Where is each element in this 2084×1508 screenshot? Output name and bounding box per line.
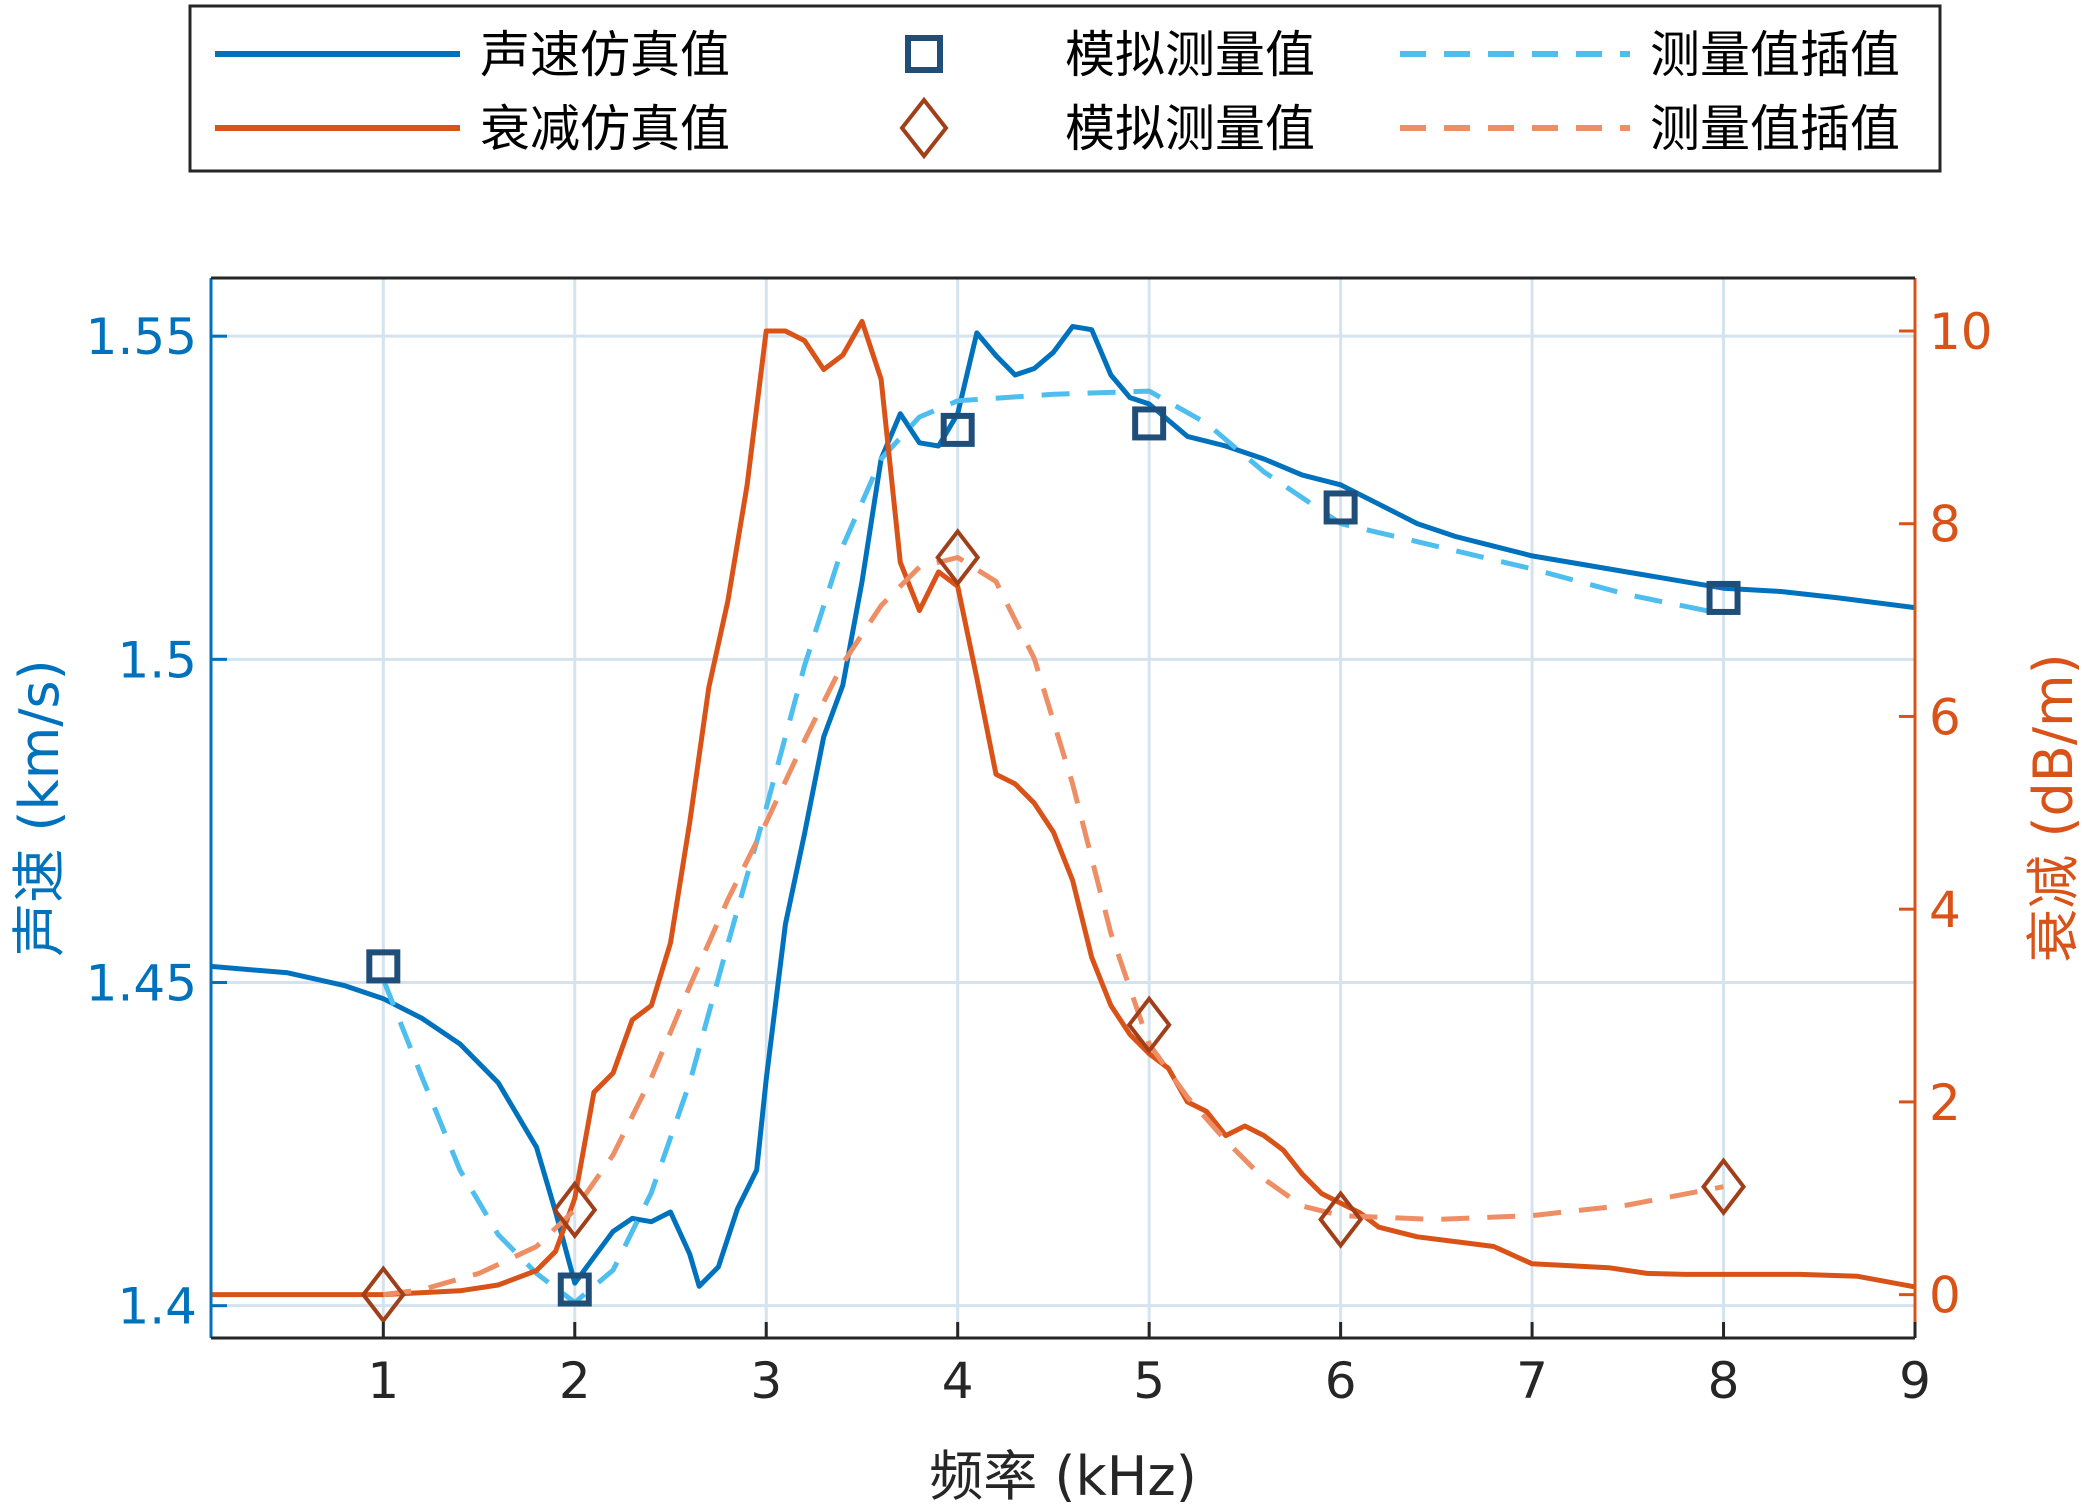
right-y-axis-title: 衰减 (dB/m) <box>2022 653 2084 962</box>
x-axis-title: 频率 (kHz) <box>929 1445 1197 1508</box>
square-marker <box>1323 490 1358 525</box>
x-tick-label: 2 <box>559 1352 591 1410</box>
legend-square-swatch <box>905 35 943 73</box>
square-marker <box>557 1272 592 1307</box>
x-tick-label: 1 <box>367 1352 399 1410</box>
legend-label: 模拟测量值 <box>1065 100 1315 158</box>
diamond-marker <box>1701 1157 1747 1216</box>
legend-label: 测量值插值 <box>1650 26 1900 84</box>
legend-item: 测量值插值 <box>1400 100 1900 158</box>
x-tick-label: 8 <box>1708 1352 1740 1410</box>
x-tick-label: 4 <box>942 1352 974 1410</box>
legend-box <box>188 4 1942 173</box>
legend-item: 衰减仿真值 <box>215 100 730 158</box>
series-speed-sim <box>210 324 1916 1289</box>
right-y-tick-label: 4 <box>1929 881 1961 939</box>
series-atten-interp <box>382 555 1724 1298</box>
right-y-tick-label: 8 <box>1929 496 1961 554</box>
right-y-tick-label: 2 <box>1929 1074 1961 1132</box>
right-y-tick-label: 10 <box>1929 303 1993 361</box>
tick-labels: 1 2 3 4 5 6 7 8 9 1.4 1.45 1.5 1.55 0 2 4 6 8 10 <box>86 303 1993 1410</box>
axes <box>209 276 1917 1340</box>
x-tick-label: 7 <box>1516 1352 1548 1410</box>
diamond-marker <box>360 1265 406 1324</box>
legend-item: 声速仿真值 <box>215 26 730 84</box>
right-y-tick-label: 0 <box>1929 1267 1961 1325</box>
square-marker <box>1706 580 1741 615</box>
legend-item: 模拟测量值 <box>905 26 1315 84</box>
diamond-marker <box>1126 995 1172 1055</box>
left-y-axis-title: 声速 (km/s) <box>8 659 71 957</box>
square-marker <box>1132 406 1167 441</box>
legend-item: 模拟测量值 <box>899 96 1315 160</box>
x-tick-label: 9 <box>1899 1352 1931 1410</box>
diamond-marker <box>1318 1190 1364 1249</box>
square-marker <box>940 412 975 447</box>
legend-label: 测量值插值 <box>1650 100 1900 158</box>
legend-item: 测量值插值 <box>1400 26 1900 84</box>
legend-label: 模拟测量值 <box>1065 26 1315 84</box>
x-tick-label: 5 <box>1133 1352 1165 1410</box>
plot-area: 1 2 3 4 5 6 7 8 9 1.4 1.45 1.5 1.55 0 2 4 6 8 10 <box>86 276 1993 1410</box>
left-y-tick-label: 1.45 <box>86 955 197 1013</box>
left-y-tick-label: 1.4 <box>117 1278 197 1336</box>
legend-diamond-swatch <box>899 96 949 160</box>
diamond-marker <box>935 528 981 587</box>
plot-background <box>211 278 1915 1338</box>
x-tick-label: 3 <box>750 1352 782 1410</box>
square-marker <box>366 949 401 984</box>
left-y-tick-label: 1.55 <box>86 308 197 366</box>
x-tick-label: 6 <box>1325 1352 1357 1410</box>
series-atten-sim <box>211 318 1916 1298</box>
legend-label: 声速仿真值 <box>480 26 730 84</box>
right-y-tick-label: 6 <box>1929 688 1961 746</box>
marker-layer <box>360 406 1747 1324</box>
left-y-tick-label: 1.5 <box>117 631 197 689</box>
diamond-marker <box>552 1180 598 1240</box>
legend-label: 衰减仿真值 <box>480 100 730 158</box>
